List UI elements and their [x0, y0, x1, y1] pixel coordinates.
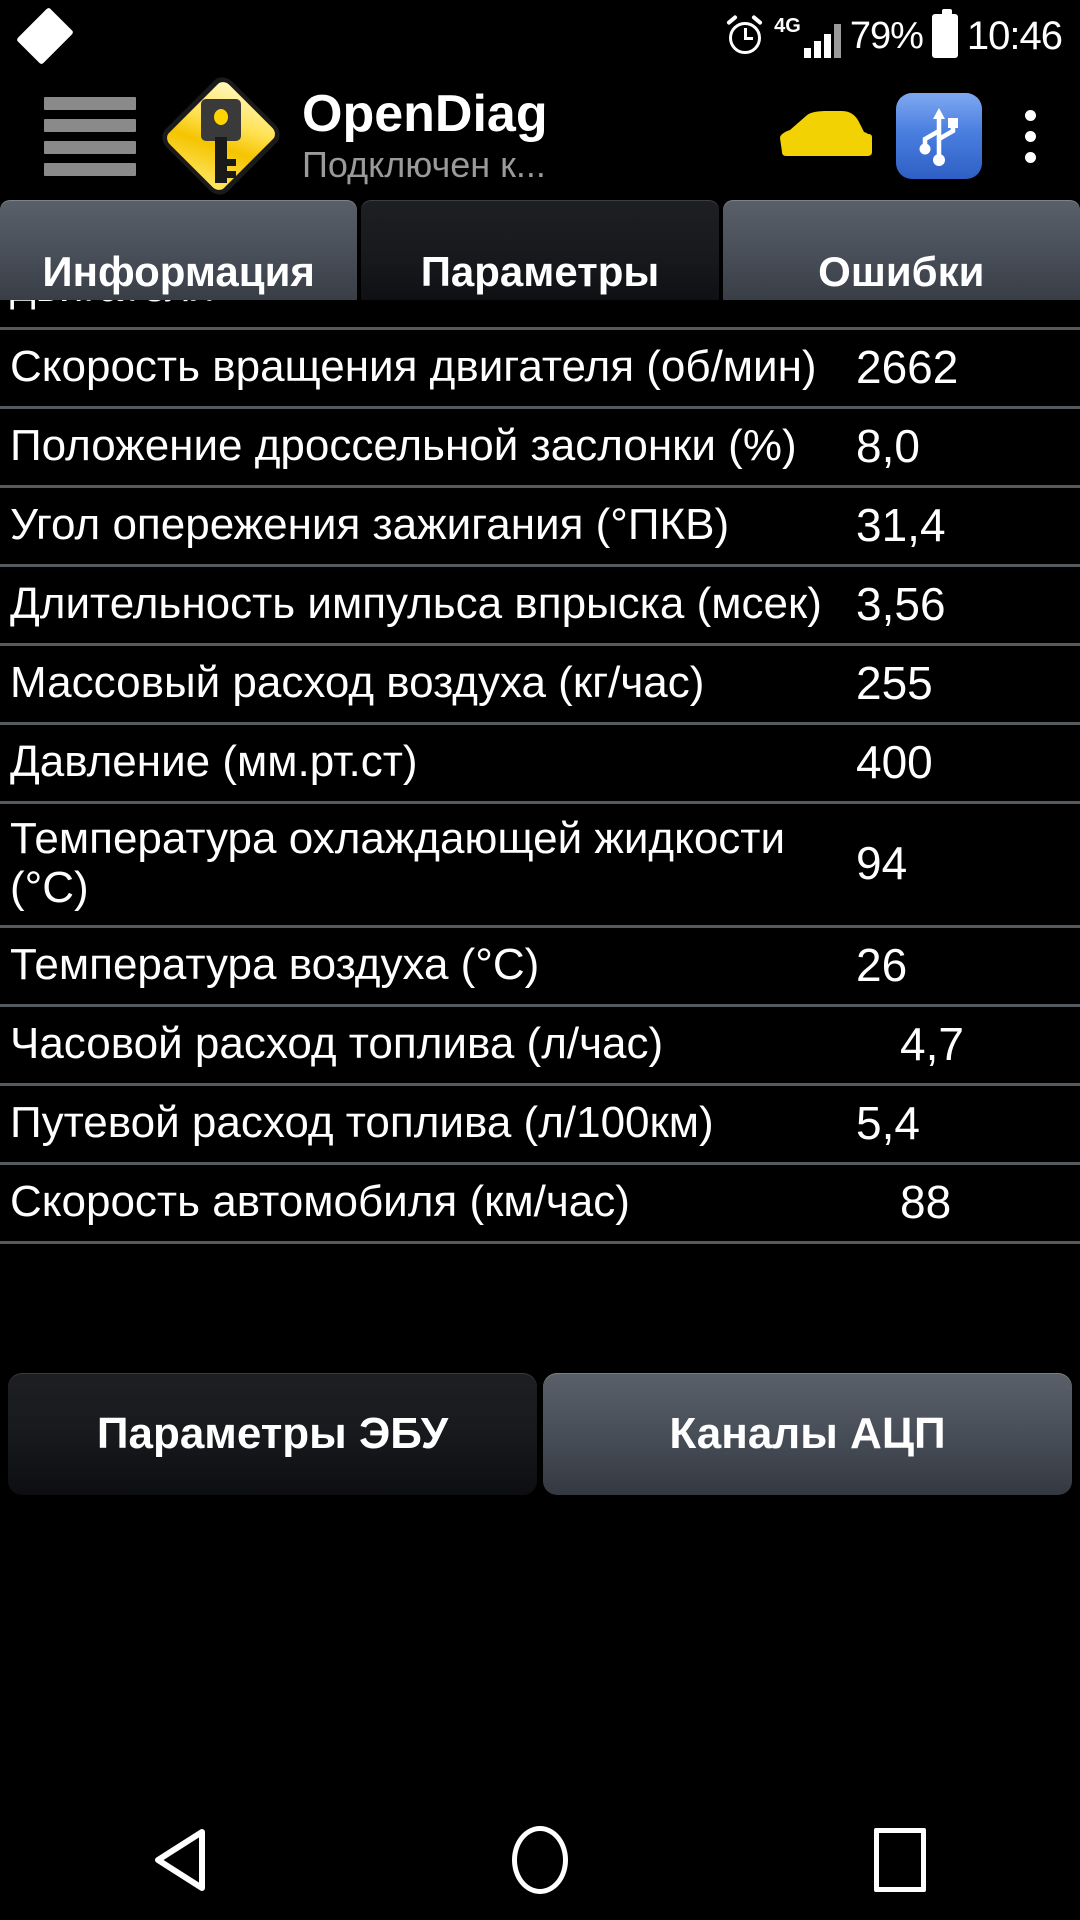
app-title: OpenDiag — [302, 85, 548, 143]
status-bar: 4G 79% 10:46 — [0, 0, 1080, 72]
alarm-icon — [725, 14, 765, 56]
battery-icon — [931, 9, 958, 58]
tab-label: Ошибки — [818, 248, 985, 295]
row-name: Скорость вращения двигателя (об/мин) — [10, 342, 817, 392]
row-name: Скорость автомобиля (км/час) — [10, 1176, 630, 1226]
hamburger-menu-icon[interactable] — [44, 96, 136, 176]
status-bar-clock: 10:46 — [966, 13, 1063, 58]
row-value: 255 — [856, 657, 933, 709]
app-bar-actions — [772, 93, 1080, 179]
signal-bars-icon: 4G — [774, 14, 841, 58]
opendiag-key-sign-icon — [157, 72, 285, 200]
row-value: 400 — [856, 736, 933, 788]
row-value: 8,0 — [856, 420, 920, 472]
app-bar: OpenDiag Подключен к... — [0, 72, 1080, 200]
table-row[interactable]: Длительность импульса впрыска (мсек) 3,5… — [0, 567, 1080, 646]
table-row[interactable]: двигателя — [0, 300, 1080, 330]
nav-recents-icon[interactable] — [800, 1800, 1000, 1920]
status-bar-right: 4G 79% 10:46 — [725, 9, 1063, 59]
row-value — [850, 303, 1080, 325]
row-name: Положение дроссельной заслонки (%) — [10, 421, 797, 471]
tab-parametry[interactable]: Параметры — [361, 200, 719, 312]
system-navigation-bar — [0, 1800, 1080, 1920]
table-row[interactable]: Путевой расход топлива (л/100км) 5,4 — [0, 1085, 1080, 1165]
app-bar-titles: OpenDiag Подключен к... — [302, 87, 548, 185]
table-row[interactable]: Скорость автомобиля (км/час) 88 — [0, 1164, 1080, 1244]
row-name: Температура воздуха (°C) — [10, 939, 540, 989]
row-name: Температура охлаждающей жидкости (°C) — [10, 814, 786, 913]
row-value: 5,4 — [856, 1096, 920, 1149]
tab-oshibki[interactable]: Ошибки — [722, 200, 1080, 312]
nav-back-icon[interactable] — [80, 1800, 280, 1920]
status-bar-left — [16, 7, 74, 65]
row-name: Давление (мм.рт.ст) — [10, 737, 418, 787]
table-row[interactable]: Температура охлаждающей жидкости (°C) 94 — [0, 804, 1080, 928]
tab-informaciya[interactable]: Информация — [0, 200, 358, 312]
tab-bar: Информация Параметры Ошибки — [0, 200, 1080, 312]
button-label: Параметры ЭБУ — [96, 1409, 449, 1458]
battery-percent-label: 79% — [849, 14, 924, 57]
row-name: Угол опережения зажигания (°ПКВ) — [10, 500, 730, 550]
table-row[interactable]: Положение дроссельной заслонки (%) 8,0 — [0, 409, 1080, 488]
row-name: Длительность импульса впрыска (мсек) — [10, 579, 822, 629]
table-row[interactable]: Угол опережения зажигания (°ПКВ) 31,4 — [0, 488, 1080, 567]
diamond-notification-icon — [16, 7, 74, 65]
table-row[interactable]: Часовой расход топлива (л/час) 4,7 — [0, 1006, 1080, 1086]
table-row[interactable]: Массовый расход воздуха (кг/час) 255 — [0, 646, 1080, 725]
tab-label: Информация — [42, 248, 315, 295]
row-value: 4,7 — [900, 1017, 964, 1070]
parametry-ebu-button[interactable]: Параметры ЭБУ — [8, 1373, 537, 1495]
row-value: 88 — [900, 1175, 952, 1228]
row-value: 2662 — [856, 341, 959, 393]
nav-home-icon[interactable] — [440, 1800, 640, 1920]
row-value: 31,4 — [856, 499, 946, 551]
network-type-label: 4G — [774, 15, 801, 37]
row-value: 3,56 — [856, 578, 946, 630]
row-name: двигателя — [0, 300, 850, 323]
row-name: Массовый расход воздуха (кг/час) — [10, 658, 705, 708]
overflow-menu-icon[interactable] — [1000, 93, 1060, 179]
row-value: 94 — [856, 837, 908, 890]
app-subtitle: Подключен к... — [302, 143, 546, 185]
bottom-button-bar: Параметры ЭБУ Каналы АЦП — [0, 1365, 1080, 1495]
kanaly-acp-button[interactable]: Каналы АЦП — [543, 1373, 1072, 1495]
car-icon[interactable] — [772, 106, 878, 166]
tab-label: Параметры — [420, 248, 660, 295]
table-row[interactable]: Скорость вращения двигателя (об/мин) 266… — [0, 330, 1080, 409]
row-name: Путевой расход топлива (л/100км) — [10, 1097, 714, 1147]
table-row[interactable]: Давление (мм.рт.ст) 400 — [0, 725, 1080, 804]
row-value: 26 — [856, 938, 908, 991]
button-label: Каналы АЦП — [669, 1409, 946, 1458]
parameters-list[interactable]: двигателя Скорость вращения двигателя (о… — [0, 300, 1080, 1365]
table-row[interactable]: Температура воздуха (°C) 26 — [0, 927, 1080, 1007]
usb-icon[interactable] — [896, 93, 982, 179]
row-name: Часовой расход топлива (л/час) — [10, 1018, 664, 1068]
